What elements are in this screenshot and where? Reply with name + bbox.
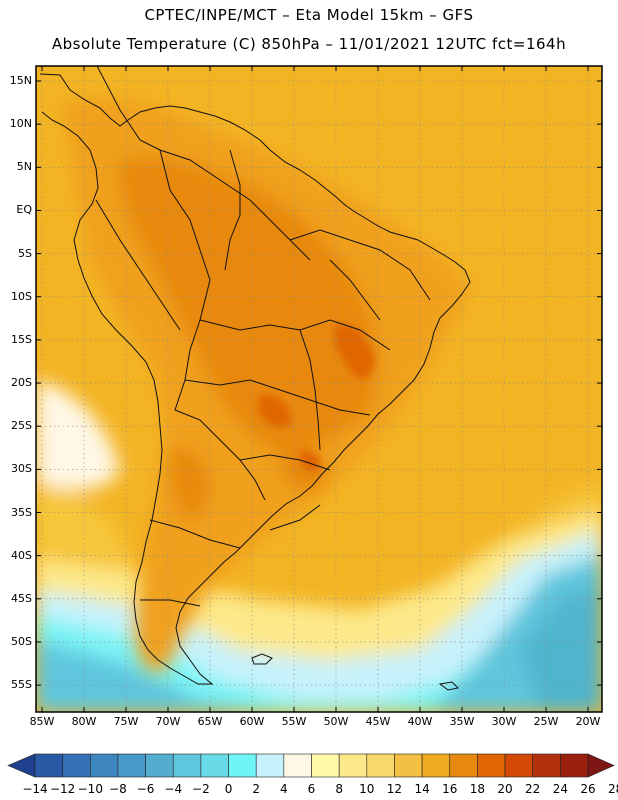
- lat-label: 15S: [11, 332, 32, 346]
- colorbar-label: 14: [414, 782, 430, 796]
- colorbar-label: 20: [497, 782, 513, 796]
- colorbar-swatch: [117, 753, 146, 778]
- colorbar-swatch: [477, 753, 506, 778]
- lon-label: 65W: [197, 715, 223, 728]
- colorbar-label: 10: [359, 782, 375, 796]
- colorbar-swatch: [366, 753, 395, 778]
- lat-label: 20S: [11, 376, 32, 390]
- colorbar-label: 16: [442, 782, 458, 796]
- temperature-field: [36, 66, 602, 712]
- lat-label: 25S: [11, 419, 32, 433]
- lon-label: 25W: [533, 715, 559, 728]
- lon-label: 60W: [239, 715, 265, 728]
- colorbar-label: 18: [469, 782, 486, 796]
- lon-label: 30W: [491, 715, 517, 728]
- lat-label: 5N: [16, 160, 32, 174]
- lon-label: 80W: [71, 715, 97, 728]
- lat-label: 55S: [11, 678, 32, 692]
- colorbar-label: −6: [136, 782, 155, 796]
- lat-label: 5S: [18, 246, 32, 260]
- colorbar-swatch: [62, 753, 91, 778]
- colorbar-swatch: [90, 753, 119, 778]
- colorbar-swatch: [200, 753, 229, 778]
- lat-label: 10S: [11, 289, 32, 303]
- colorbar-swatch: [338, 753, 368, 778]
- colorbar-label: −8: [109, 782, 127, 796]
- lat-label: 45S: [11, 591, 32, 605]
- colorbar-low-arrow: [7, 753, 36, 778]
- colorbar-label: 28: [608, 782, 618, 796]
- lat-label: 40S: [11, 548, 32, 562]
- colorbar-label: 0: [224, 782, 233, 796]
- colorbar-swatch: [228, 753, 257, 778]
- colorbar-swatch: [311, 753, 340, 778]
- colorbar-swatch: [560, 753, 589, 778]
- colorbar-swatch: [255, 753, 285, 778]
- colorbar-swatch: [532, 753, 561, 778]
- map-title: CPTEC/INPE/MCT – Eta Model 15km – GFS: [144, 6, 474, 24]
- lon-label: 55W: [281, 715, 307, 728]
- axis-ticks: [36, 66, 602, 712]
- coastlines: [39, 66, 471, 691]
- lon-label: 75W: [113, 715, 139, 728]
- lon-label: 85W: [29, 715, 55, 728]
- colorbar-swatch: [394, 753, 423, 778]
- colorbar-label: 22: [525, 782, 541, 796]
- lat-label: EQ: [16, 203, 32, 217]
- colorbar-label: 8: [335, 782, 343, 796]
- colorbar: [7, 753, 615, 778]
- lat-label: 30S: [11, 462, 32, 476]
- lat-label: 15N: [9, 74, 32, 87]
- colorbar-swatch: [34, 753, 63, 778]
- map-subtitle: Absolute Temperature (C) 850hPa – 11/01/…: [51, 35, 567, 53]
- colorbar-label: 12: [386, 782, 403, 796]
- colorbar-label: 26: [580, 782, 596, 796]
- lon-label: 20W: [575, 715, 601, 728]
- colorbar-label: −12: [49, 782, 76, 796]
- colorbar-label: 2: [252, 782, 260, 796]
- colorbar-swatch: [421, 753, 451, 778]
- colorbar-label: −14: [22, 782, 48, 796]
- colorbar-swatch: [145, 753, 174, 778]
- lat-label: 50S: [11, 634, 32, 648]
- colorbar-label: 24: [552, 782, 568, 796]
- colorbar-label: −2: [192, 782, 210, 796]
- lon-label: 45W: [365, 715, 391, 728]
- colorbar-label: 6: [307, 782, 316, 796]
- colorbar-swatch: [504, 753, 533, 778]
- colorbar-label: −10: [77, 782, 103, 796]
- colorbar-label: 4: [280, 782, 288, 796]
- colorbar-swatch: [449, 753, 478, 778]
- lon-label: 50W: [323, 715, 349, 728]
- map-frame: [35, 65, 603, 713]
- colorbar-high-arrow: [587, 753, 615, 778]
- colorbar-swatch: [283, 753, 312, 778]
- colorbar-label: −4: [164, 782, 183, 796]
- lon-label: 35W: [449, 715, 475, 728]
- colorbar-swatch: [172, 753, 202, 778]
- lon-label: 40W: [407, 715, 433, 728]
- lon-label: 70W: [155, 715, 181, 728]
- lat-label: 10N: [9, 117, 32, 131]
- lat-label: 35S: [11, 505, 32, 519]
